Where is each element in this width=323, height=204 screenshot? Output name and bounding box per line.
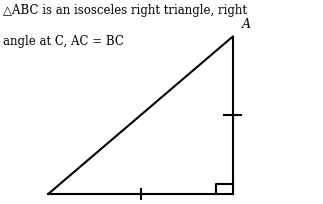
Text: △ABC is an isosceles right triangle, right: △ABC is an isosceles right triangle, rig… <box>3 4 247 17</box>
Text: angle at C, AC = BC: angle at C, AC = BC <box>3 35 124 48</box>
Text: A: A <box>242 18 251 31</box>
